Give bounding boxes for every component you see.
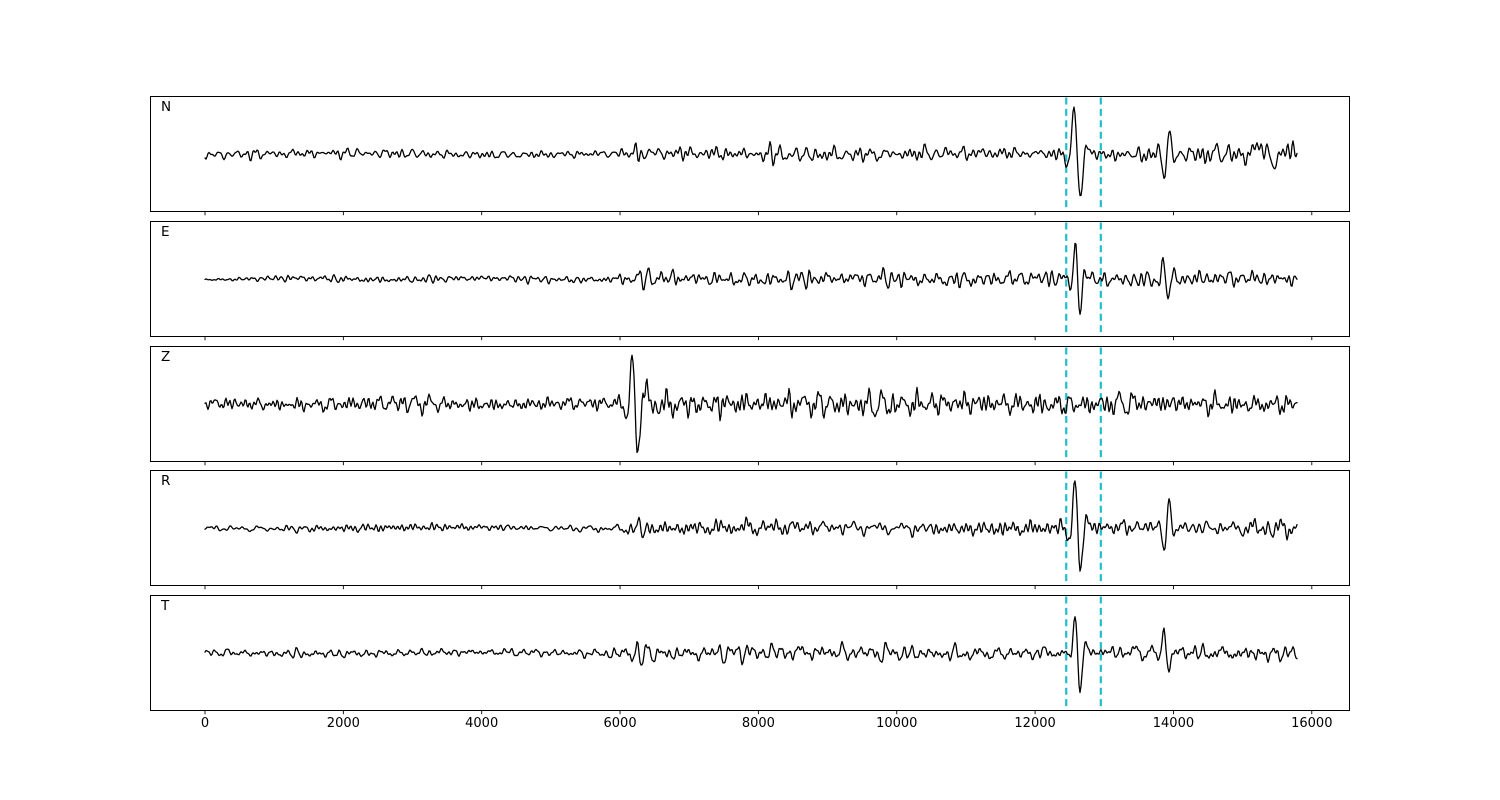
waveform-trace-e (204, 242, 1298, 315)
x-tick-label: 14000 (1152, 716, 1195, 731)
seismogram-panel-n: N (150, 96, 1350, 221)
seismogram-panel-t: T (150, 595, 1350, 720)
trace-canvas-t (150, 595, 1350, 715)
x-tick-label: 8000 (741, 716, 775, 731)
panel-border (150, 470, 1350, 587)
x-axis-tick-labels: 0 2000 4000 6000 8000 10000 12000 14000 16000 (150, 716, 1350, 734)
x-tick-label: 6000 (603, 716, 637, 731)
x-tick-label: 2000 (326, 716, 360, 731)
x-tick-label: 4000 (465, 716, 499, 731)
x-tick-label: 0 (200, 716, 210, 731)
panel-border (150, 220, 1350, 337)
seismogram-panel-r: R (150, 470, 1350, 595)
waveform-trace-z (204, 354, 1298, 453)
trace-canvas-e (150, 220, 1350, 340)
x-tick-label: 12000 (1014, 716, 1056, 731)
x-tick-label: 16000 (1291, 716, 1333, 731)
seismogram-panel-z: Z (150, 345, 1350, 471)
panel-label-z: Z (161, 348, 171, 365)
x-tick-label: 10000 (876, 716, 918, 731)
waveform-trace-n (204, 106, 1298, 197)
panel-label-r: R (161, 473, 171, 490)
waveform-trace-r (204, 480, 1298, 573)
panel-border (150, 96, 1350, 212)
waveform-trace-t (204, 616, 1298, 694)
trace-canvas-z (150, 345, 1350, 465)
trace-canvas-r (150, 470, 1350, 590)
panel-label-t: T (161, 598, 170, 614)
panel-label-n: N (161, 99, 172, 115)
trace-canvas-n (150, 96, 1350, 216)
panel-label-e: E (161, 223, 170, 240)
panel-border (150, 345, 1350, 462)
panel-border (150, 595, 1350, 711)
seismogram-panel-e: E (150, 220, 1350, 346)
